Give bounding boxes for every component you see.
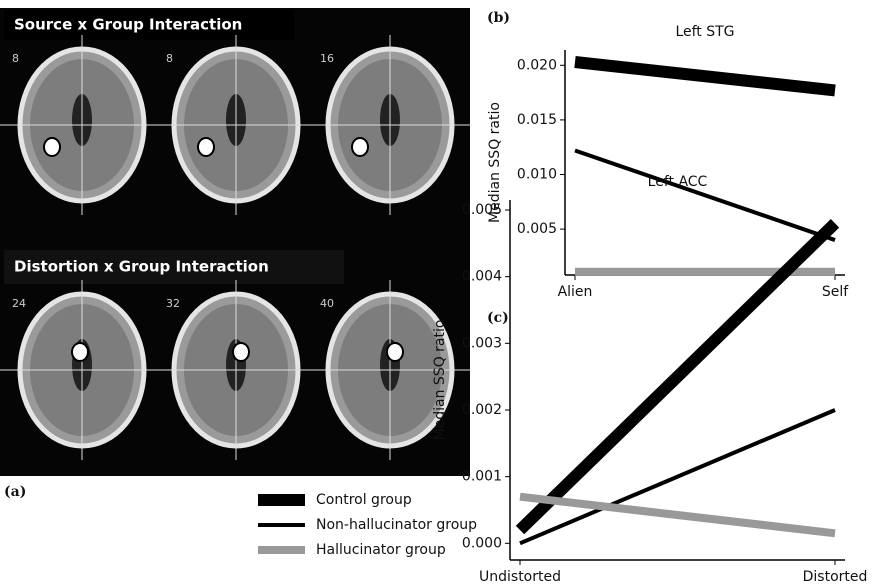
series-line [575, 62, 835, 90]
slice-number: 8 [166, 52, 173, 65]
chart-title: Left ACC [648, 174, 708, 190]
y-tick-label: 0.002 [462, 402, 502, 418]
brain-panel: 8 8 16 24 32 40 Source x Group Interaction Di… [0, 8, 470, 476]
activation [198, 138, 214, 156]
activation [233, 343, 249, 361]
y-tick-label: 0.015 [517, 112, 557, 128]
slice-number: 32 [166, 297, 180, 310]
series-line [575, 150, 835, 240]
x-tick-label: Undistorted [479, 569, 561, 585]
figure: 8 8 16 24 32 40 Source x Group Interaction Di… [0, 0, 874, 586]
panel-label: (a) [4, 484, 26, 500]
slice-number: 40 [320, 297, 334, 310]
slice-number: 24 [12, 297, 26, 310]
x-tick-label: Self [822, 284, 849, 300]
legend-label: Hallucinator group [316, 542, 446, 558]
legend-label: Non-hallucinator group [316, 517, 477, 533]
y-tick-label: 0.010 [517, 167, 557, 183]
x-tick-label: Distorted [803, 569, 868, 585]
y-tick-label: 0.000 [462, 535, 502, 551]
y-tick-label: 0.005 [462, 202, 502, 218]
y-tick-label: 0.001 [462, 469, 502, 485]
row-title: Distortion x Group Interaction [14, 258, 269, 276]
slice-number: 16 [320, 52, 334, 65]
legend: Control group Non-hallucinator group Hallu… [258, 492, 477, 558]
x-tick-label: Alien [558, 284, 593, 300]
y-tick-label: 0.003 [462, 335, 502, 351]
legend-label: Control group [316, 492, 412, 508]
y-axis-label: Median SSQ ratio [432, 320, 448, 441]
activation [72, 343, 88, 361]
series-line [520, 497, 835, 534]
y-tick-label: 0.020 [517, 57, 557, 73]
panel-label: (c) [487, 310, 509, 326]
slice-number: 8 [12, 52, 19, 65]
activation [352, 138, 368, 156]
y-tick-label: 0.004 [462, 269, 502, 285]
activation [44, 138, 60, 156]
activation [387, 343, 403, 361]
panel-label: (b) [487, 10, 510, 26]
row-title: Source x Group Interaction [14, 16, 242, 34]
y-tick-label: 0.005 [517, 221, 557, 237]
chart-title: Left STG [675, 24, 734, 40]
